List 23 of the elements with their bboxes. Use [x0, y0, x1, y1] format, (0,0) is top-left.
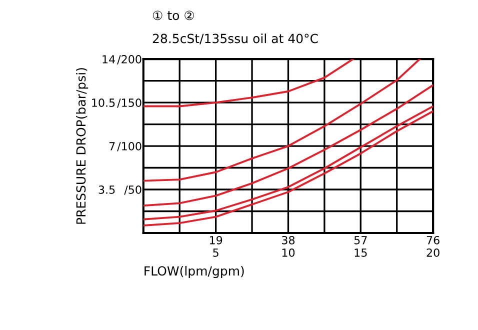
chart-subtitle: 28.5cSt/135ssu oil at 40°C: [152, 34, 318, 44]
line-series: [143, 59, 354, 108]
chart-title: ① to ②: [152, 10, 194, 20]
y-tick-label: 3.5: [98, 185, 115, 194]
y2-tick-label: /200: [117, 55, 142, 64]
y2-tick-label: /150: [117, 98, 142, 108]
x2-tick-label: 15: [354, 248, 367, 257]
y-tick-label: 7: [109, 142, 115, 150]
x2-tick-label: 10: [282, 248, 295, 257]
x-axis-title: FLOW(lpm/gpm): [144, 266, 244, 278]
line-series: [143, 59, 421, 182]
y2-tick-label: /100: [117, 142, 142, 152]
x2-tick-label: 5: [213, 248, 218, 257]
x2-tick-label: 20: [426, 248, 440, 257]
x-tick-label: 19: [210, 236, 222, 244]
x-tick-label: 57: [354, 236, 367, 244]
y-axis-title: PRESSURE DROP(bar/psi): [76, 68, 88, 224]
x-tick-label: 38: [282, 236, 295, 244]
y-tick-label: 14: [102, 55, 115, 64]
x-tick-label: 76: [426, 236, 440, 244]
line-series: [143, 84, 434, 207]
y-tick-label: 10.5: [92, 98, 115, 107]
y2-tick-label: /50: [124, 185, 142, 195]
